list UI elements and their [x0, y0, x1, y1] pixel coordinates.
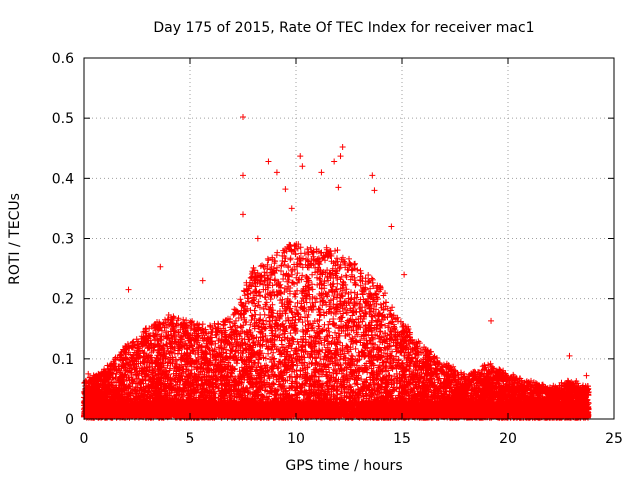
peak-point [566, 352, 573, 359]
peak-point [401, 271, 408, 278]
peak-point [337, 153, 344, 160]
peak-point [339, 144, 346, 151]
y-tick-label: 0.2 [52, 292, 74, 308]
peak-point [282, 186, 289, 193]
peak-point [371, 187, 378, 194]
peak-point [299, 163, 306, 170]
peak-point [388, 223, 395, 230]
x-tick-label: 10 [287, 431, 305, 447]
peak-point [369, 172, 376, 179]
peak-point [254, 235, 261, 242]
peak-point [273, 169, 280, 176]
peak-point [288, 205, 295, 212]
peak-point [265, 158, 272, 165]
plot-frame [83, 57, 615, 420]
peak-point [335, 184, 342, 191]
x-tick-label: 20 [499, 431, 517, 447]
peak-point [199, 277, 206, 284]
x-axis-label: GPS time / hours [285, 458, 402, 474]
x-tick-label: 0 [80, 431, 89, 447]
y-tick-label: 0.4 [52, 171, 74, 187]
peak-point [85, 370, 92, 377]
peak-point [488, 317, 495, 324]
peak-point [331, 158, 338, 165]
y-tick-label: 0 [65, 412, 74, 428]
grid-lines [84, 58, 614, 419]
x-tick-label: 25 [605, 431, 623, 447]
peak-point [240, 113, 246, 120]
peak-point [318, 169, 325, 176]
y-tick-label: 0.1 [52, 352, 74, 368]
peak-point [583, 372, 590, 379]
y-tick-label: 0.5 [52, 111, 74, 127]
peak-point [240, 211, 246, 218]
y-tick-label: 0.6 [52, 51, 74, 67]
peak-point [240, 172, 246, 179]
peak-point [125, 286, 132, 293]
axis-ticks: 0 5 10 15 20 25 0 0.1 0.2 0.3 0.4 0.5 0.6 [52, 51, 623, 447]
y-axis-label: ROTI / TECUs [7, 193, 23, 285]
x-tick-label: 15 [393, 431, 411, 447]
peak-point [157, 263, 164, 270]
chart-title: Day 175 of 2015, Rate Of TEC Index for r… [153, 20, 534, 36]
data-points [81, 113, 592, 421]
y-tick-label: 0.3 [52, 232, 74, 248]
peak-point [297, 153, 304, 160]
scatter-cloud [81, 241, 592, 421]
x-tick-label: 5 [186, 431, 195, 447]
